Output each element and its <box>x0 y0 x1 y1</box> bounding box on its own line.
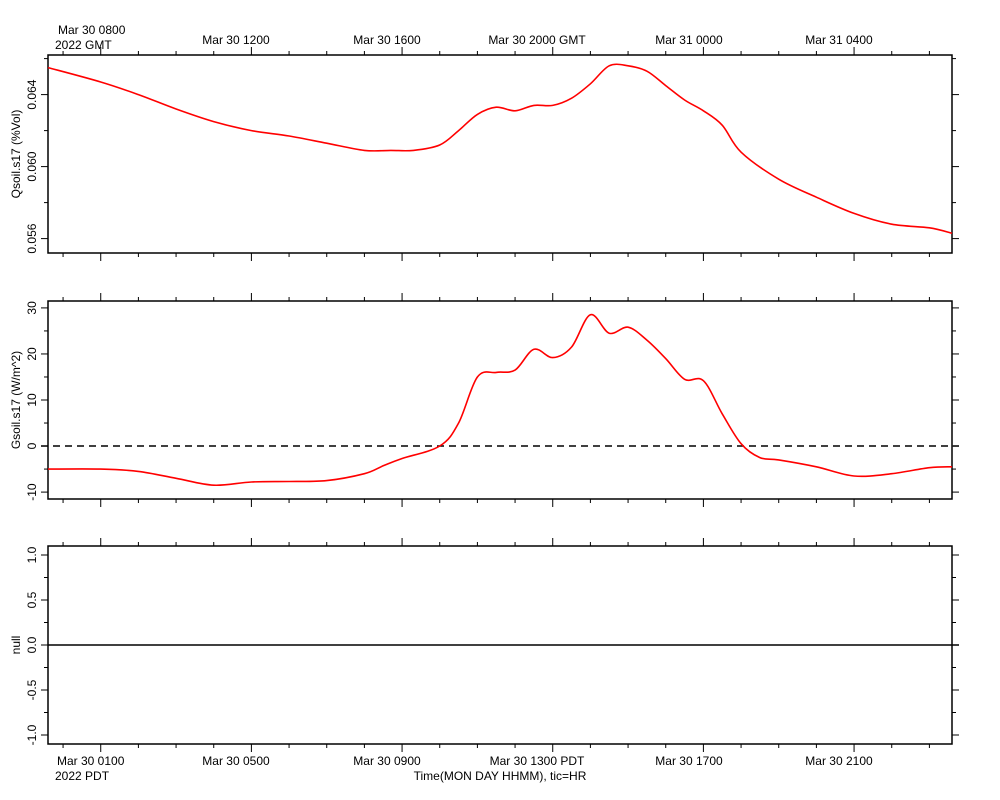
bottom-axis-label: Mar 30 1300 PDT <box>490 754 585 768</box>
series-line <box>47 313 953 487</box>
y-tick-label: 30 <box>25 301 39 315</box>
bottom-axis-label: Mar 30 0500 <box>202 754 270 768</box>
y-tick-label: 10 <box>25 393 39 407</box>
y-tick-label: -0.5 <box>25 679 39 700</box>
plot-frame <box>47 300 953 500</box>
top-axis-label: Mar 30 1600 <box>353 33 421 47</box>
bottom-axis-label: Mar 30 0900 <box>353 754 421 768</box>
x-axis-title: Time(MON DAY HHMM), tic=HR <box>414 769 587 783</box>
series-line <box>47 63 953 234</box>
bottom-axis-label: Mar 30 2100 <box>805 754 873 768</box>
panel-gsoil: -10 0 10 20 30 Gsoil.s17 (W/m^2) <box>9 293 959 507</box>
y-axis-label: Qsoil.s17 (%Vol) <box>9 110 23 199</box>
y-axis-label: Gsoil.s17 (W/m^2) <box>9 351 23 449</box>
bottom-axis-first-label: Mar 30 0100 <box>57 754 125 768</box>
bottom-axis-label: Mar 30 1700 <box>655 754 723 768</box>
top-axis-label: Mar 31 0000 <box>655 33 723 47</box>
bottom-axis-first-label-year: 2022 PDT <box>55 769 110 783</box>
y-tick-label: 0.064 <box>25 79 39 109</box>
panel-null: -1.0 -0.5 0.0 0.5 1.0 null <box>9 538 959 752</box>
y-tick-label: 20 <box>25 347 39 361</box>
top-axis-first-label: Mar 30 0800 <box>58 23 126 37</box>
top-axis-label: Mar 30 1200 <box>202 33 270 47</box>
y-tick-label: 1.0 <box>25 546 39 563</box>
y-tick-label: 0.056 <box>25 223 39 253</box>
y-axis-label: null <box>9 636 23 655</box>
y-tick-label: 0.060 <box>25 151 39 181</box>
y-tick-label: 0.5 <box>25 591 39 608</box>
plot-frame <box>47 54 953 254</box>
y-tick-label: 0.0 <box>25 636 39 653</box>
top-axis-label: Mar 30 2000 GMT <box>488 33 586 47</box>
top-axis-label: Mar 31 0400 <box>805 33 873 47</box>
y-tick-label: 0 <box>25 442 39 449</box>
y-tick-label: -10 <box>25 483 39 501</box>
y-tick-label: -1.0 <box>25 724 39 745</box>
top-axis-first-label-year: 2022 GMT <box>55 38 112 52</box>
